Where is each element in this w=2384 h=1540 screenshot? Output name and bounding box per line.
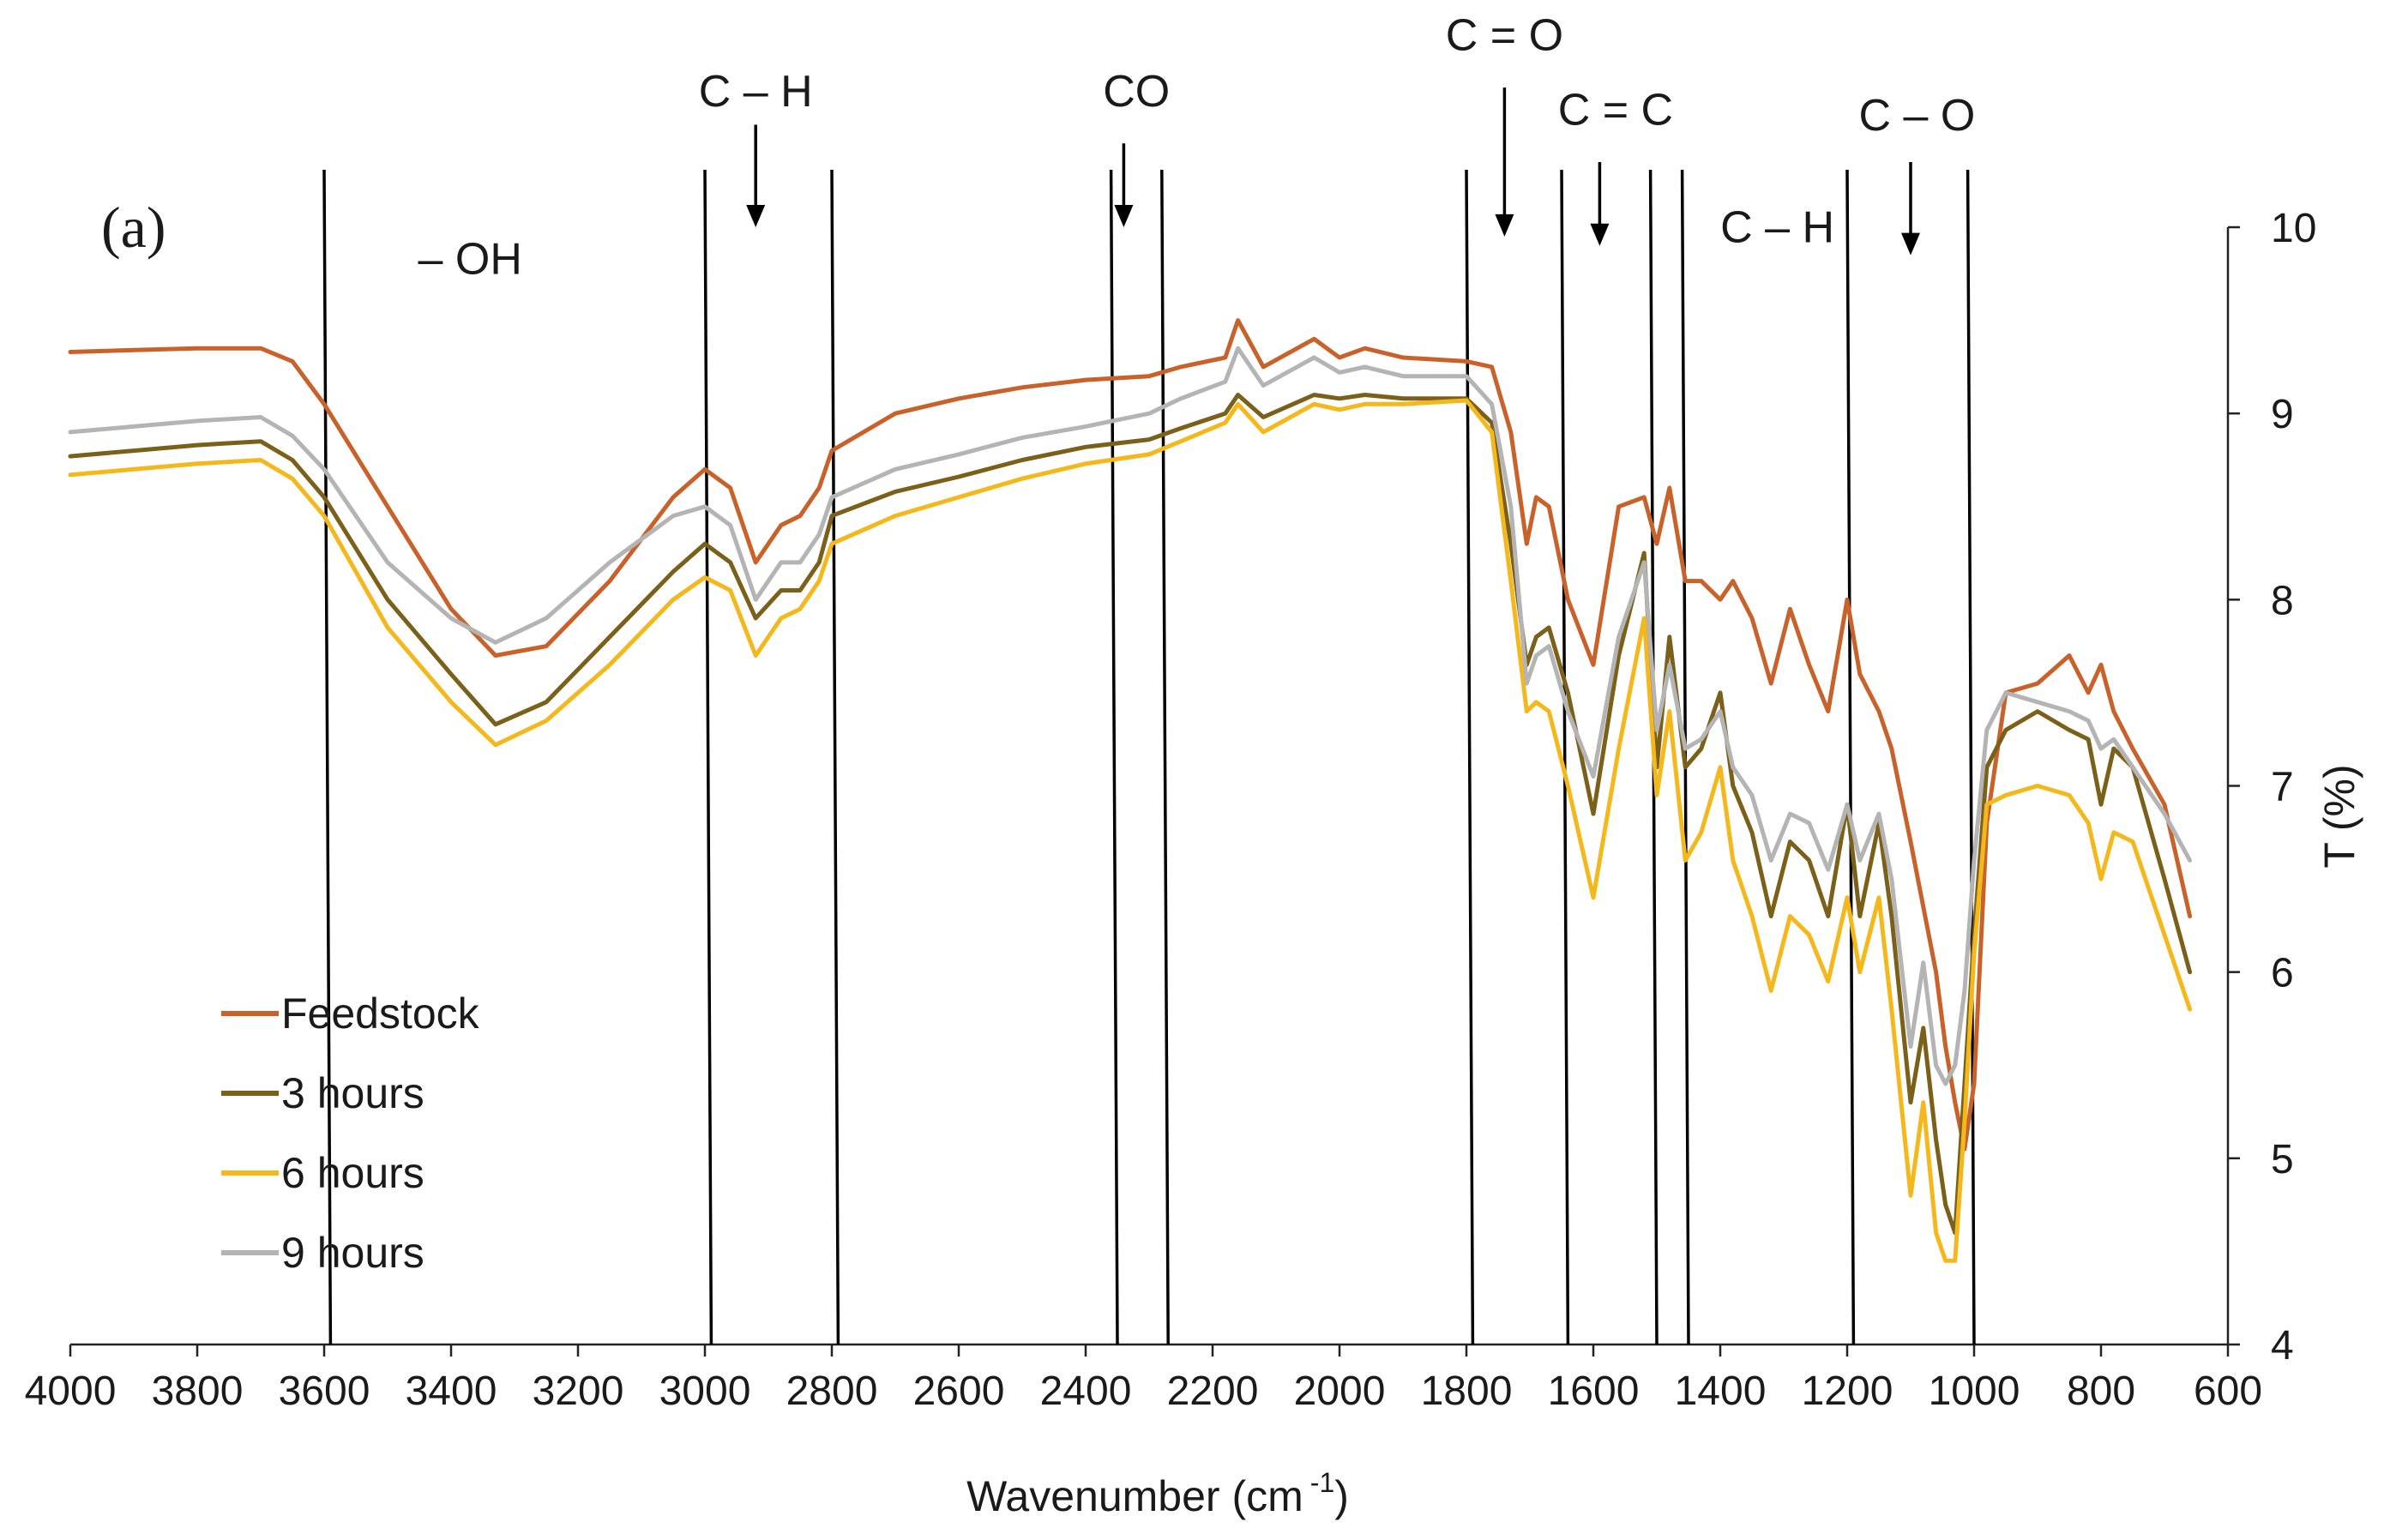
- band-divider-line: [322, 169, 333, 1345]
- x-axis-title-suffix: ): [1334, 1472, 1349, 1520]
- x-tick-label: 3000: [659, 1369, 751, 1414]
- x-tick-label: 3200: [533, 1369, 624, 1414]
- band-divider-line: [1109, 169, 1119, 1345]
- x-tick-label: 600: [2194, 1369, 2262, 1414]
- x-tick-label: 3800: [152, 1369, 244, 1414]
- y-tick-label: 7: [2271, 765, 2294, 810]
- y-tick-label: 8: [2271, 578, 2294, 623]
- band-label: C = C: [1558, 86, 1673, 135]
- x-tick-label: 2200: [1167, 1369, 1259, 1414]
- legend: Feedstock 3 hours 6 hours 9 hours: [221, 990, 480, 1277]
- series-lines: [68, 318, 2193, 1263]
- x-tick-label: 1000: [1929, 1369, 2020, 1414]
- y-tick-label: 6: [2271, 951, 2294, 996]
- band-divider-line: [1160, 169, 1170, 1345]
- x-tick-label: 2400: [1040, 1369, 1132, 1414]
- band-divider-line: [1966, 169, 1976, 1345]
- x-axis-title: Wavenumber (cm -1): [966, 1467, 1349, 1520]
- x-tick-label: 2800: [786, 1369, 878, 1414]
- band-divider-line: [830, 169, 840, 1345]
- arrow-down-icon: [1495, 214, 1514, 237]
- x-tick-label: 1800: [1421, 1369, 1513, 1414]
- arrow-down-icon: [1590, 223, 1610, 246]
- legend-label: 6 hours: [281, 1149, 424, 1197]
- x-tick-label: 2000: [1294, 1369, 1386, 1414]
- band-divider-line: [1560, 169, 1570, 1345]
- band-label: CO: [1103, 67, 1170, 117]
- x-axis-title-superscript: -1: [1310, 1467, 1334, 1498]
- band-label: C – H: [1720, 202, 1834, 252]
- series-line-9-hours: [68, 346, 2193, 1086]
- y-tick-label: 5: [2271, 1137, 2294, 1182]
- band-label: – OH: [418, 234, 522, 284]
- arrow-down-icon: [746, 205, 766, 227]
- series-line-feedstock: [68, 318, 2193, 1152]
- y-tick-label: 9: [2271, 392, 2294, 437]
- y-tick-label: 4: [2271, 1323, 2294, 1369]
- band-label: C – O: [1858, 91, 1975, 141]
- y-axis-title: T (%): [2315, 764, 2363, 868]
- band-label: C – H: [699, 67, 813, 117]
- x-axis-title-main: Wavenumber (cm: [966, 1472, 1303, 1520]
- x-tick-label: 1600: [1548, 1369, 1640, 1414]
- panel-label: (a): [101, 195, 166, 260]
- x-tick-label: 1400: [1675, 1369, 1767, 1414]
- band-divider-line: [1465, 169, 1475, 1345]
- y-tick-label: 10: [2271, 206, 2316, 251]
- axes: 4000 3800 3600 3400 3200 3000 2800 2600 2400 2200…: [25, 206, 2317, 1414]
- arrow-down-icon: [1901, 232, 1920, 256]
- band-divider-line: [703, 169, 713, 1345]
- x-tick-label: 2600: [913, 1369, 1005, 1414]
- legend-label: Feedstock: [281, 990, 480, 1038]
- band-divider-line: [1845, 169, 1856, 1345]
- legend-label: 9 hours: [281, 1229, 424, 1277]
- x-tick-label: 3400: [406, 1369, 497, 1414]
- annotations: – OH C – H CO C = O C = C C – H C – O: [322, 11, 1976, 1345]
- series-line-6-hours: [68, 398, 2193, 1263]
- x-tick-label: 3600: [279, 1369, 370, 1414]
- x-tick-label: 4000: [25, 1369, 117, 1414]
- x-tick-label: 800: [2067, 1369, 2135, 1414]
- x-tick-label: 1200: [1802, 1369, 1893, 1414]
- arrow-down-icon: [1114, 205, 1134, 227]
- band-label: C = O: [1446, 11, 1563, 61]
- legend-label: 3 hours: [281, 1069, 424, 1117]
- series-line-3-hours: [68, 393, 2193, 1236]
